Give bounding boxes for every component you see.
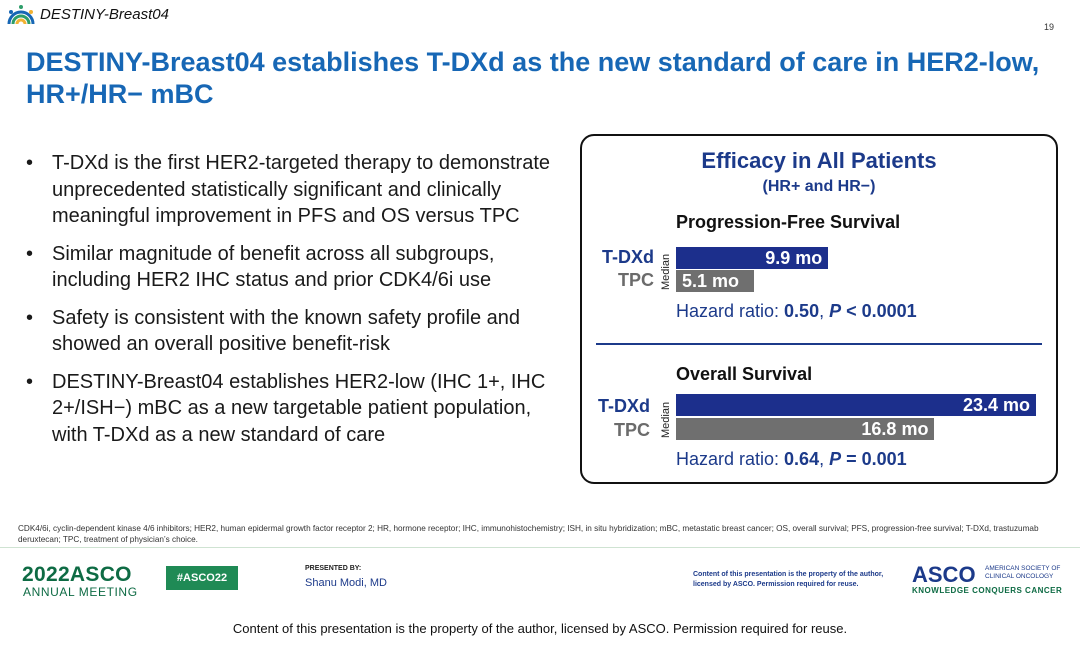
destiny-logo-icon xyxy=(7,5,35,25)
pfs-tpc-value: 5.1 mo xyxy=(682,271,740,291)
asco-logo: ASCO xyxy=(912,562,976,587)
asco-full-name: AMERICAN SOCIETY OF CLINICAL ONCOLOGY xyxy=(985,565,1061,580)
meeting-name: ANNUAL MEETING xyxy=(23,585,138,599)
bullet-text: Safety is consistent with the known safe… xyxy=(52,306,521,356)
property-notice-small: Content of this presentation is the prop… xyxy=(693,571,884,588)
panel-title: Efficacy in All Patients xyxy=(701,148,937,173)
bullet-text: T-DXd is the first HER2-targeted therapy… xyxy=(52,152,550,227)
bullet-item: • Similar magnitude of benefit across all… xyxy=(26,241,571,294)
pfs-tdxd-value: 9.9 mo xyxy=(765,248,823,268)
bullet-list: • T-DXd is the first HER2-targeted therap… xyxy=(26,150,571,459)
pfs-tpc-bar: 5.1 mo xyxy=(676,270,755,292)
pfs-median-label: Median xyxy=(660,253,672,290)
bullet-dot-icon: • xyxy=(26,370,34,393)
asco-tagline: KNOWLEDGE CONQUERS CANCER xyxy=(912,586,1063,595)
os-median-label: Median xyxy=(660,401,672,438)
hashtag-badge: #ASCO22 xyxy=(166,566,238,590)
os-arm-tdxd-label: T-DXd xyxy=(598,396,650,416)
meeting-logo: 2022ASCO xyxy=(22,563,132,586)
property-notice: Content of this presentation is the prop… xyxy=(232,621,848,636)
pfs-hazard-ratio: Hazard ratio: 0.50, P < 0.0001 xyxy=(676,301,917,321)
os-tdxd-bar: 23.4 mo xyxy=(676,394,1036,416)
slide-title: DESTINY-Breast04 establishes T-DXd as th… xyxy=(26,47,1040,109)
os-tdxd-value: 23.4 mo xyxy=(962,395,1030,415)
conference-label: DESTINY-Breast04 xyxy=(40,6,169,23)
bullet-item: • T-DXd is the first HER2-targeted therap… xyxy=(26,150,571,230)
bullet-dot-icon: • xyxy=(26,242,34,265)
os-arm-tpc-label: TPC xyxy=(614,420,650,440)
presented-by-label: PRESENTED BY: xyxy=(305,565,362,572)
footer-divider xyxy=(0,547,1080,548)
pfs-arm-tpc-label: TPC xyxy=(618,270,654,290)
presenter-name: Shanu Modi, MD xyxy=(305,577,387,589)
os-tpc-bar: 16.8 mo xyxy=(676,418,935,440)
pfs-tdxd-bar: 9.9 mo xyxy=(676,247,829,269)
bullet-item: • Safety is consistent with the known saf… xyxy=(26,305,571,358)
efficacy-panel: Efficacy in All Patients (HR+ and HR−) P… xyxy=(580,134,1058,484)
os-hazard-ratio: Hazard ratio: 0.64, P = 0.001 xyxy=(676,449,907,469)
pfs-section-title: Progression-Free Survival xyxy=(676,212,901,232)
bullet-item: • DESTINY-Breast04 establishes HER2-low (… xyxy=(26,369,571,449)
panel-divider xyxy=(596,343,1042,345)
os-section-title: Overall Survival xyxy=(676,364,813,384)
panel-subtitle: (HR+ and HR−) xyxy=(762,178,876,195)
bullet-dot-icon: • xyxy=(26,306,34,329)
os-tpc-value: 16.8 mo xyxy=(861,419,929,439)
bullet-dot-icon: • xyxy=(26,152,34,174)
bullet-text: Similar magnitude of benefit across all … xyxy=(52,242,495,292)
page-number: 19 xyxy=(1043,22,1054,32)
bullet-text: DESTINY-Breast04 establishes HER2-low (I… xyxy=(52,370,546,446)
abbreviations-footnote: CDK4/6i, cyclin-dependent kinase 4/6 inh… xyxy=(18,524,1039,544)
pfs-arm-tdxd-label: T-DXd xyxy=(602,247,654,267)
